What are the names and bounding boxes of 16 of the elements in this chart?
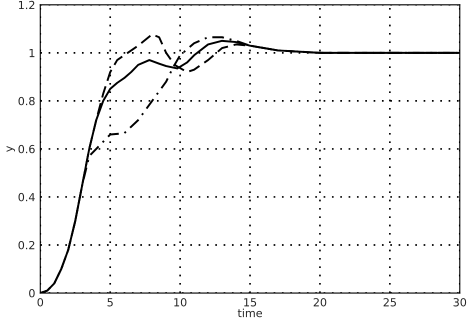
- y-tick-label: 0.4: [18, 192, 35, 202]
- y-tick-label: 1: [30, 48, 34, 58]
- x-tick-label: 25: [384, 298, 396, 306]
- y-tick-label: 0.8: [18, 96, 35, 106]
- y-axis-title: y: [6, 146, 15, 152]
- x-tick-label: 20: [314, 298, 326, 306]
- x-tick-label: 0: [37, 298, 44, 306]
- x-tick-label: 30: [454, 298, 466, 306]
- y-tick-label: 1.2: [18, 0, 34, 10]
- y-tick-label: 0: [29, 288, 35, 298]
- x-tick-label: 5: [108, 298, 113, 306]
- y-tick-label: 0.2: [18, 240, 34, 250]
- x-axis-title: time: [238, 308, 262, 318]
- y-tick-label: 0.6: [18, 144, 35, 154]
- x-tick-label: 10: [174, 298, 186, 306]
- x-tick-label: 15: [244, 298, 256, 306]
